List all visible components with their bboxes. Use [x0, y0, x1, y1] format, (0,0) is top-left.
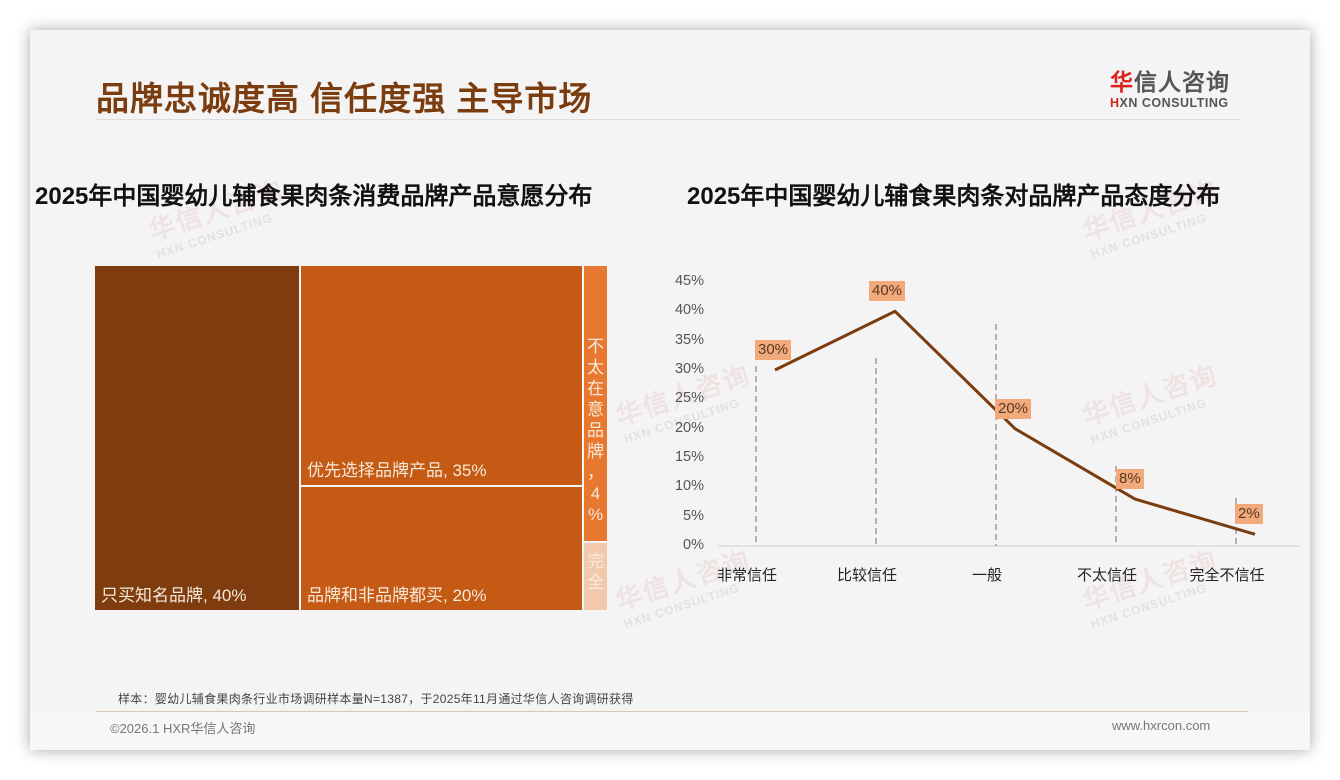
- logo-en-text: XN CONSULTING: [1119, 96, 1229, 110]
- y-tick-label: 15%: [674, 449, 704, 465]
- y-tick-label: 45%: [674, 273, 704, 289]
- y-tick-label: 30%: [674, 361, 704, 377]
- company-logo: 华信人咨询 HXN CONSULTING: [1110, 63, 1250, 110]
- treemap-label: 品牌和非品牌都买, 20%: [307, 586, 487, 605]
- y-tick-label: 0%: [683, 537, 704, 553]
- y-tick-label: 40%: [674, 302, 704, 319]
- data-label: 2%: [1235, 504, 1263, 525]
- treemap-cell-prefer-brand: 优先选择品牌产品, 35%: [301, 266, 582, 485]
- data-label: 30%: [755, 340, 792, 360]
- treemap-label: 只买知名品牌, 40%: [101, 586, 247, 605]
- logo-en-accent: H: [1110, 96, 1120, 110]
- line-chart: 0% 5% 10% 15% 20% 25% 30% 35% 40% 45% 非常信任 比较信任 一般 不…: [660, 266, 1300, 596]
- x-category-label: 完全不信任: [1189, 567, 1265, 584]
- copyright: ©2026.1 HXR华信人咨询: [110, 721, 256, 736]
- treemap-label: 优先选择品牌产品, 35%: [307, 461, 487, 480]
- y-tick-label: 5%: [683, 507, 704, 524]
- line-chart-plot: [718, 309, 1300, 547]
- data-label: 40%: [869, 281, 906, 302]
- x-category-label: 一般: [971, 567, 1002, 584]
- treemap-vertical-label: 不太在意品牌， 4%: [587, 337, 604, 524]
- treemap-title: 2025年中国婴幼儿辅食果肉条消费品牌产品意愿分布: [35, 183, 593, 210]
- y-tick-label: 35%: [674, 331, 704, 348]
- treemap-cell-brand-only: 只买知名品牌, 40%: [95, 266, 299, 610]
- title-divider: [96, 119, 1240, 120]
- website-link[interactable]: www.hxrcon.com: [1112, 718, 1211, 733]
- treemap-cell-not-care: 不太在意品牌， 4%: [584, 266, 607, 541]
- treemap-cell-not-care-at-all: 完全: [584, 543, 607, 610]
- y-tick-label: 25%: [674, 390, 704, 407]
- treemap-cell-both: 品牌和非品牌都买, 20%: [301, 487, 582, 610]
- linechart-title: 2025年中国婴幼儿辅食果肉条对品牌产品态度分布: [687, 183, 1221, 210]
- data-label: 20%: [995, 398, 1032, 419]
- x-category-label: 不太信任: [1076, 567, 1137, 584]
- logo-cn: 华信人咨询: [1110, 63, 1250, 97]
- footer-band: [30, 712, 1310, 750]
- slide-title: 品牌忠诚度高 信任度强 主导市场: [96, 80, 593, 117]
- treemap-chart: 只买知名品牌, 40% 优先选择品牌产品, 35% 品牌和非品牌都买, 20% …: [95, 266, 607, 610]
- treemap-vertical-label: 完全: [587, 552, 604, 592]
- footer-divider: [96, 711, 1248, 712]
- logo-en: HXN CONSULTING: [1110, 96, 1250, 110]
- logo-cn-text: 信人咨询: [1134, 69, 1230, 95]
- y-tick-label: 20%: [674, 419, 704, 436]
- x-category-label: 比较信任: [836, 567, 897, 584]
- data-label: 8%: [1116, 469, 1144, 490]
- slide: 品牌忠诚度高 信任度强 主导市场 华信人咨询 HXN CONSULTING 华信…: [30, 30, 1310, 750]
- y-tick-label: 10%: [674, 478, 704, 495]
- logo-cn-accent: 华: [1110, 69, 1134, 95]
- sample-note: 样本：婴幼儿辅食果肉条行业市场调研样本量N=1387，于2025年11月通过华信…: [118, 692, 634, 706]
- x-category-label: 非常信任: [716, 567, 777, 584]
